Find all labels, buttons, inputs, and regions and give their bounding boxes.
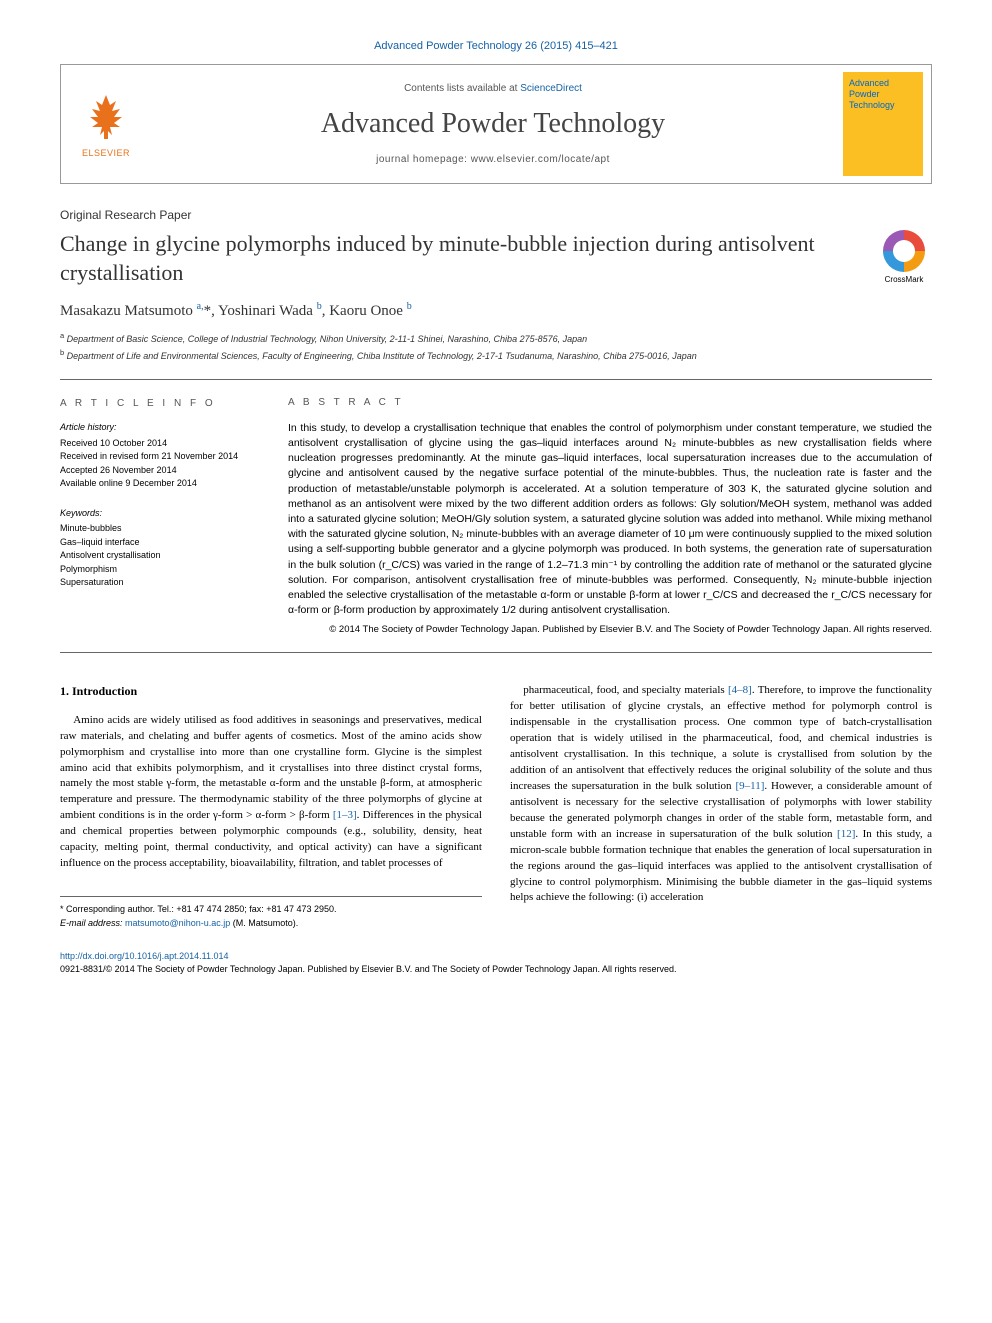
- ref-link[interactable]: [1–3]: [333, 809, 357, 821]
- info-heading: A R T I C L E I N F O: [60, 396, 260, 411]
- affiliation-line: b Department of Life and Environmental S…: [60, 347, 932, 364]
- email-link[interactable]: matsumoto@nihon-u.ac.jp: [125, 918, 230, 928]
- body-columns: 1. Introduction Amino acids are widely u…: [60, 683, 932, 930]
- crossmark-badge[interactable]: CrossMark: [876, 230, 932, 284]
- journal-header: ELSEVIER Contents lists available at Sci…: [60, 64, 932, 184]
- keyword-line: Antisolvent crystallisation: [60, 549, 260, 563]
- article-title: Change in glycine polymorphs induced by …: [60, 230, 860, 287]
- history-block: Article history: Received 10 October 201…: [60, 421, 260, 491]
- history-line: Received in revised form 21 November 201…: [60, 450, 260, 464]
- history-label: Article history:: [60, 421, 260, 435]
- abstract: A B S T R A C T In this study, to develo…: [288, 396, 932, 636]
- divider: [60, 652, 932, 653]
- abstract-text: In this study, to develop a crystallisat…: [288, 421, 932, 619]
- ref-link[interactable]: [9–11]: [735, 780, 764, 792]
- info-abstract-row: A R T I C L E I N F O Article history: R…: [60, 396, 932, 636]
- sciencedirect-link[interactable]: ScienceDirect: [520, 83, 582, 94]
- email-label: E-mail address:: [60, 918, 125, 928]
- footnote-area: * Corresponding author. Tel.: +81 47 474…: [60, 896, 482, 930]
- history-line: Received 10 October 2014: [60, 437, 260, 451]
- column-right: pharmaceutical, food, and specialty mate…: [510, 683, 932, 930]
- keyword-line: Polymorphism: [60, 563, 260, 577]
- ref-link[interactable]: [12]: [837, 828, 855, 840]
- cover-line: Powder: [849, 89, 917, 100]
- journal-homepage: journal homepage: www.elsevier.com/locat…: [151, 154, 835, 165]
- citation-line: Advanced Powder Technology 26 (2015) 415…: [60, 40, 932, 52]
- affiliations: a Department of Basic Science, College o…: [60, 330, 932, 363]
- keyword-line: Gas–liquid interface: [60, 536, 260, 550]
- elsevier-tree-icon: [82, 91, 130, 145]
- contents-list-line: Contents lists available at ScienceDirec…: [151, 83, 835, 94]
- crossmark-icon: [883, 230, 925, 272]
- history-line: Accepted 26 November 2014: [60, 464, 260, 478]
- keyword-line: Supersaturation: [60, 576, 260, 590]
- journal-cover-thumb[interactable]: Advanced Powder Technology: [843, 72, 923, 176]
- email-line: E-mail address: matsumoto@nihon-u.ac.jp …: [60, 917, 482, 931]
- crossmark-label: CrossMark: [885, 275, 924, 284]
- keyword-line: Minute-bubbles: [60, 522, 260, 536]
- abstract-copyright: © 2014 The Society of Powder Technology …: [288, 623, 932, 637]
- abstract-heading: A B S T R A C T: [288, 396, 932, 411]
- authors-line: Masakazu Matsumoto a,*, Yoshinari Wada b…: [60, 301, 932, 320]
- keywords-label: Keywords:: [60, 507, 260, 521]
- journal-title: Advanced Powder Technology: [151, 108, 835, 140]
- elsevier-label: ELSEVIER: [82, 148, 130, 158]
- page-footer: http://dx.doi.org/10.1016/j.apt.2014.11.…: [60, 950, 932, 975]
- email-suffix: (M. Matsumoto).: [230, 918, 298, 928]
- elsevier-logo[interactable]: ELSEVIER: [61, 83, 151, 166]
- column-left: 1. Introduction Amino acids are widely u…: [60, 683, 482, 930]
- contents-prefix: Contents lists available at: [404, 83, 520, 94]
- cover-line: Advanced: [849, 78, 917, 89]
- cover-line: Technology: [849, 100, 917, 111]
- page: Advanced Powder Technology 26 (2015) 415…: [0, 0, 992, 1005]
- issn-copyright: 0921-8831/© 2014 The Society of Powder T…: [60, 964, 677, 974]
- history-line: Available online 9 December 2014: [60, 477, 260, 491]
- article-info: A R T I C L E I N F O Article history: R…: [60, 396, 260, 636]
- body-paragraph: Amino acids are widely utilised as food …: [60, 713, 482, 872]
- section-heading: 1. Introduction: [60, 683, 482, 700]
- body-paragraph: pharmaceutical, food, and specialty mate…: [510, 683, 932, 906]
- homepage-url: www.elsevier.com/locate/apt: [471, 154, 610, 165]
- corresponding-author: * Corresponding author. Tel.: +81 47 474…: [60, 903, 482, 917]
- ref-link[interactable]: [4–8]: [728, 684, 752, 696]
- title-row: Change in glycine polymorphs induced by …: [60, 230, 932, 287]
- doi-link[interactable]: http://dx.doi.org/10.1016/j.apt.2014.11.…: [60, 951, 228, 961]
- keywords-block: Keywords: Minute-bubblesGas–liquid inter…: [60, 507, 260, 590]
- homepage-prefix: journal homepage:: [376, 154, 471, 165]
- affiliation-line: a Department of Basic Science, College o…: [60, 330, 932, 347]
- journal-center: Contents lists available at ScienceDirec…: [151, 83, 835, 165]
- divider: [60, 379, 932, 380]
- article-type: Original Research Paper: [60, 208, 932, 222]
